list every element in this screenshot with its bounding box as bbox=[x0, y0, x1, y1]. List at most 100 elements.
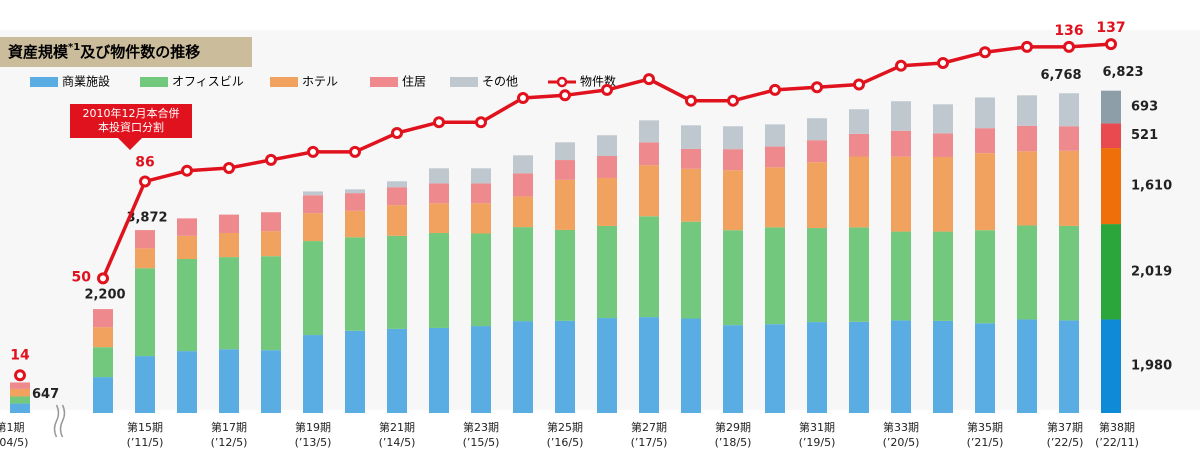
bar-segment bbox=[1101, 90, 1121, 124]
bar-segment bbox=[345, 189, 365, 194]
bar-segment bbox=[93, 347, 113, 378]
line-label: 137 bbox=[1096, 20, 1125, 36]
bar-segment bbox=[807, 140, 827, 163]
bar-segment bbox=[219, 257, 239, 350]
bar-segment bbox=[891, 231, 911, 321]
x-tick-label: (’19/5) bbox=[799, 436, 836, 449]
line-marker bbox=[601, 83, 613, 96]
bar-segment bbox=[261, 256, 281, 351]
segment-label: 521 bbox=[1131, 128, 1158, 143]
bar-segment bbox=[807, 118, 827, 141]
bar-segment bbox=[177, 351, 197, 413]
bar-segment bbox=[765, 146, 785, 168]
bar-segment bbox=[387, 205, 407, 236]
bar-segment bbox=[723, 170, 743, 231]
bar-segment bbox=[513, 227, 533, 322]
bar-segment bbox=[1059, 150, 1079, 226]
bar-segment bbox=[807, 322, 827, 413]
bar-segment bbox=[513, 155, 533, 174]
bar-segment bbox=[135, 356, 155, 413]
legend-label: 商業施設 bbox=[62, 74, 110, 89]
line-marker bbox=[265, 153, 277, 166]
bar-segment bbox=[429, 183, 449, 204]
bar-segment bbox=[639, 216, 659, 318]
bar-segment bbox=[1059, 320, 1079, 413]
bar-segment bbox=[933, 133, 953, 157]
title-note: *1 bbox=[68, 42, 80, 53]
bar-segment bbox=[849, 227, 869, 322]
axis-break bbox=[53, 404, 66, 438]
x-tick-label: (’21/5) bbox=[967, 436, 1004, 449]
bar-segment bbox=[177, 235, 197, 259]
x-tick-label: (’22/11) bbox=[1095, 436, 1139, 449]
bar-segment bbox=[1101, 123, 1121, 149]
bar-segment bbox=[135, 268, 155, 357]
x-tick-label: (’18/5) bbox=[715, 436, 752, 449]
bar-segment bbox=[849, 133, 869, 157]
bar-segment bbox=[219, 349, 239, 413]
bar-segment bbox=[681, 168, 701, 222]
bar-segment bbox=[93, 309, 113, 328]
bar-segment bbox=[1017, 225, 1037, 320]
title-text: 及び物件数の推移 bbox=[80, 43, 200, 61]
annotation-arrow bbox=[118, 138, 142, 150]
line-marker bbox=[559, 89, 571, 102]
bar-segment bbox=[1017, 319, 1037, 413]
line-marker bbox=[14, 369, 26, 382]
title-box bbox=[0, 37, 252, 67]
bar-segment bbox=[639, 120, 659, 143]
bar-segment bbox=[597, 156, 617, 178]
x-tick-label: 第17期 bbox=[211, 420, 247, 434]
bar-segment bbox=[681, 221, 701, 319]
bar-segment bbox=[513, 196, 533, 228]
bar-segment bbox=[345, 330, 365, 413]
x-tick-label: (’17/5) bbox=[631, 436, 668, 449]
bar-segment bbox=[429, 168, 449, 184]
bar-segment bbox=[723, 126, 743, 150]
bar-segment bbox=[219, 214, 239, 234]
bar-segment bbox=[471, 203, 491, 234]
bar-segment bbox=[387, 187, 407, 206]
line-marker bbox=[769, 83, 781, 96]
bar-segment bbox=[1059, 225, 1079, 321]
bar-segment bbox=[597, 177, 617, 226]
bar-segment bbox=[303, 335, 323, 413]
line-marker bbox=[97, 272, 109, 285]
bar-segment bbox=[555, 179, 575, 230]
bar-segment bbox=[387, 181, 407, 188]
bar-segment bbox=[471, 183, 491, 204]
bar-segment bbox=[345, 193, 365, 211]
bar-segment bbox=[891, 101, 911, 131]
bar-segment bbox=[93, 327, 113, 348]
bar-segment bbox=[597, 318, 617, 413]
legend-swatch bbox=[370, 77, 398, 87]
bar-segment bbox=[1017, 125, 1037, 152]
bar-segment bbox=[891, 130, 911, 157]
bar-segment bbox=[639, 317, 659, 413]
bar-segment bbox=[429, 203, 449, 234]
x-tick-label: 第29期 bbox=[715, 420, 751, 434]
total-label: 6,768 bbox=[1040, 68, 1081, 83]
x-tick-label: 第19期 bbox=[295, 420, 331, 434]
segment-label: 2,019 bbox=[1131, 264, 1172, 279]
bar-segment bbox=[261, 350, 281, 413]
title-text: 資産規模 bbox=[8, 43, 69, 61]
bar-segment bbox=[849, 321, 869, 413]
bar-segment bbox=[10, 403, 30, 413]
bar-segment bbox=[429, 327, 449, 413]
bar-segment bbox=[93, 377, 113, 413]
bar-segment bbox=[849, 156, 869, 228]
bar-segment bbox=[975, 97, 995, 129]
line-marker bbox=[727, 94, 739, 107]
bar-segment bbox=[303, 213, 323, 242]
bar-segment bbox=[10, 382, 30, 389]
bar-segment bbox=[975, 128, 995, 154]
x-tick-label: (’12/5) bbox=[211, 436, 248, 449]
bar-segment bbox=[849, 109, 869, 134]
bar-segment bbox=[807, 162, 827, 229]
bar-segment bbox=[1059, 93, 1079, 127]
bar-segment bbox=[765, 324, 785, 413]
bar-segment bbox=[975, 230, 995, 324]
line-marker bbox=[307, 145, 319, 158]
